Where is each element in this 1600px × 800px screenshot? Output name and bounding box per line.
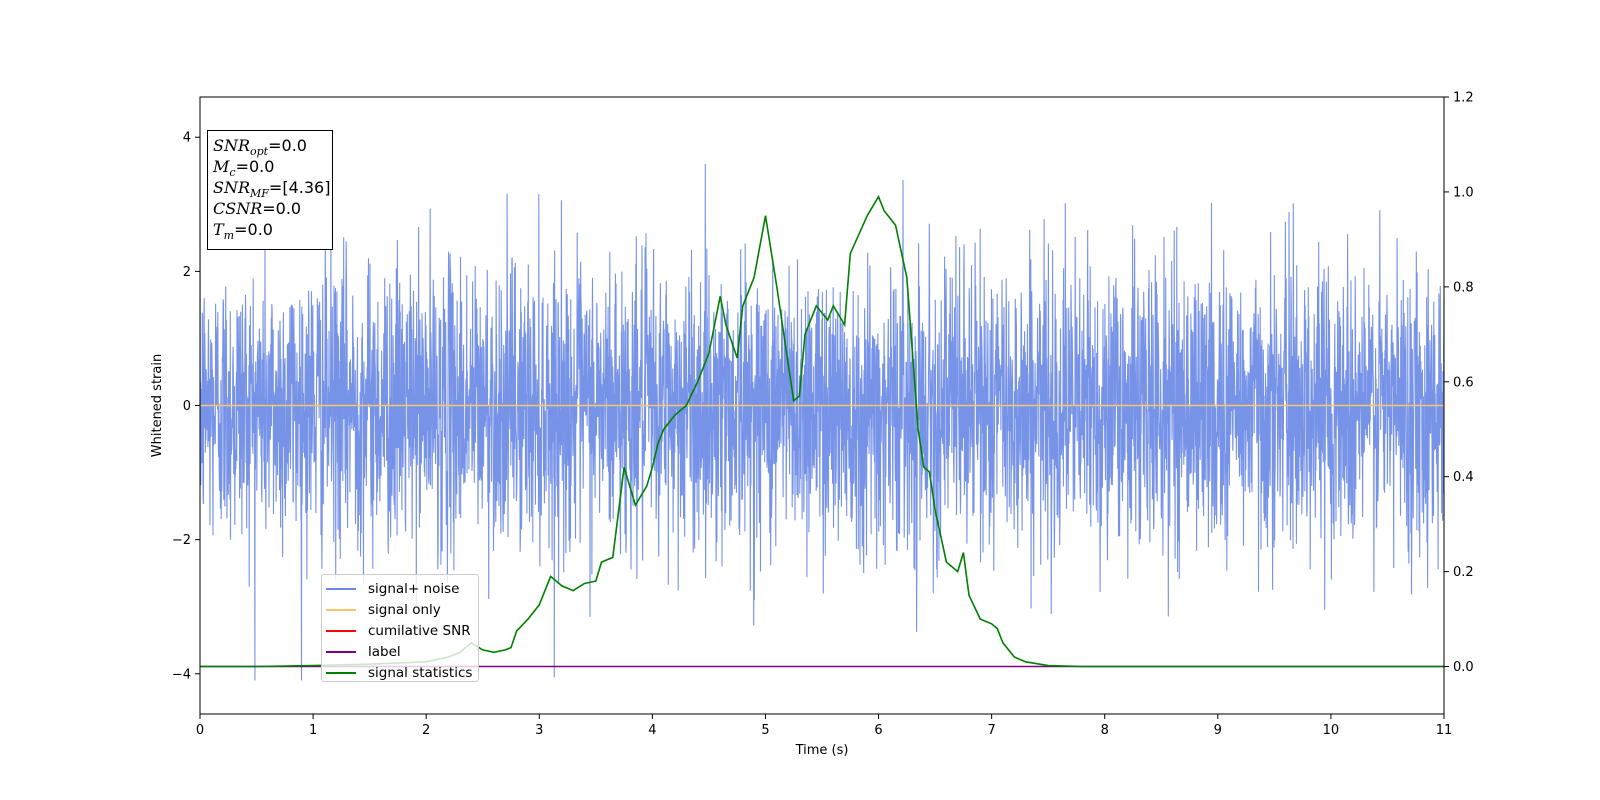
- x-axis-label: Time (s): [795, 743, 849, 758]
- snr-mf-annotation: SNRMF=[4.36]: [213, 178, 331, 201]
- legend-swatch: [326, 587, 356, 590]
- y-left-tick-label: −4: [172, 667, 191, 682]
- x-tick-label: 7: [987, 723, 995, 738]
- parameter-info-box: SNRopt=0.0 Mc=0.0 SNRMF=[4.36] CSNR=0.0 …: [207, 130, 333, 250]
- legend: signal+ noise signal only cumilative SNR…: [321, 574, 479, 682]
- signal-statistics-series: [200, 194, 1444, 668]
- x-tick-label: 4: [648, 723, 656, 738]
- chirp-mass-annotation: Mc=0.0: [213, 157, 275, 180]
- y-left-tick-label: 4: [183, 131, 191, 146]
- x-axis: 0 1 2 3 4 5 6 7 8 9 10 11: [196, 714, 1452, 738]
- x-tick-label: 11: [1436, 723, 1453, 738]
- y-right-tick-label: 0.4: [1453, 470, 1474, 485]
- y-right-tick-label: 1.0: [1453, 185, 1474, 200]
- x-tick-label: 0: [196, 723, 204, 738]
- signal-noise-series: [199, 163, 1445, 681]
- y-left-tick-label: 0: [183, 399, 191, 414]
- x-tick-label: 10: [1323, 723, 1340, 738]
- x-tick-label: 3: [535, 723, 543, 738]
- left-y-axis: −4 −2 0 2 4: [172, 131, 200, 682]
- tm-annotation: Tm=0.0: [213, 220, 273, 243]
- legend-swatch: [326, 629, 356, 632]
- y-right-tick-label: 0.0: [1453, 660, 1474, 675]
- legend-swatch: [326, 671, 356, 674]
- y-axis-label: Whitened strain: [150, 354, 165, 457]
- snr-opt-annotation: SNRopt=0.0: [213, 136, 307, 159]
- legend-item-cumulative-snr: cumilative SNR: [326, 620, 478, 641]
- legend-label: signal+ noise: [368, 580, 460, 597]
- y-right-tick-label: 0.2: [1453, 565, 1474, 580]
- y-right-tick-label: 1.2: [1453, 91, 1474, 106]
- legend-item-signal-only: signal only: [326, 599, 478, 620]
- x-tick-label: 1: [309, 723, 317, 738]
- legend-item-signal-statistics: signal statistics: [326, 662, 478, 683]
- legend-item-label: label: [326, 641, 478, 662]
- legend-swatch: [326, 650, 356, 653]
- x-tick-label: 9: [1214, 723, 1222, 738]
- legend-label: signal only: [368, 601, 441, 618]
- legend-label: cumilative SNR: [368, 622, 471, 639]
- signal-noise-line: [199, 163, 1445, 681]
- legend-item-signal-noise: signal+ noise: [326, 578, 478, 599]
- y-left-tick-label: −2: [172, 533, 191, 548]
- x-tick-label: 6: [874, 723, 882, 738]
- y-right-tick-label: 0.8: [1453, 280, 1474, 295]
- x-tick-label: 5: [761, 723, 769, 738]
- csnr-annotation: CSNR=0.0: [213, 199, 302, 218]
- legend-swatch: [326, 608, 356, 611]
- x-tick-label: 2: [422, 723, 430, 738]
- right-y-axis: 0.0 0.2 0.4 0.6 0.8 1.0 1.2: [1444, 91, 1474, 675]
- y-right-tick-label: 0.6: [1453, 375, 1474, 390]
- legend-label: signal statistics: [368, 664, 473, 681]
- y-left-tick-label: 2: [183, 265, 191, 280]
- legend-label: label: [368, 643, 401, 660]
- x-tick-label: 8: [1101, 723, 1109, 738]
